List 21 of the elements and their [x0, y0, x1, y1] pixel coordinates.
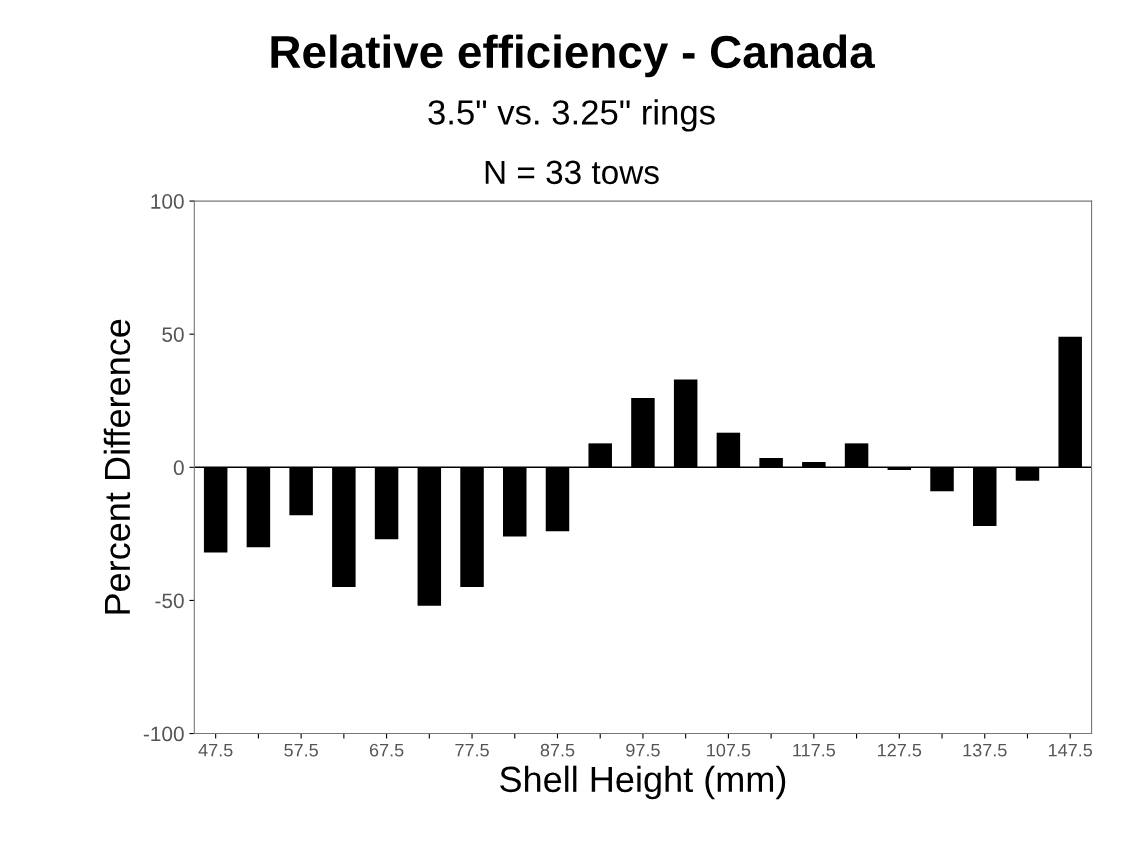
x-tick-label: 87.5: [540, 743, 575, 757]
x-tick-label: 67.5: [369, 743, 404, 757]
y-tick-label: 50: [162, 327, 184, 342]
x-tick-label: 107.5: [707, 743, 751, 757]
x-tick-label: 117.5: [793, 743, 836, 757]
y-tick-label: 100: [151, 194, 184, 209]
x-tick-label: 97.5: [626, 743, 660, 757]
y-tick-label: 0: [173, 460, 184, 476]
y-tick-label: -100: [143, 726, 184, 742]
x-tick-label: 77.5: [455, 743, 489, 757]
x-tick-label: 57.5: [284, 743, 318, 757]
chart-title: Relative efficiency - Canada: [271, 34, 875, 78]
x-axis-title: Shell Height (mm): [500, 765, 786, 800]
x-tick-label: 127.5: [878, 743, 922, 757]
x-tick-label: 47.5: [198, 743, 233, 757]
chart-subtitle: 3.5" vs. 3.25" rings: [428, 99, 715, 132]
y-tick-label: -50: [155, 593, 184, 609]
x-tick-label: 137.5: [963, 743, 1007, 757]
text: N = 33 tows: [485, 160, 659, 185]
x-tick-label: 147.5: [1048, 743, 1093, 757]
y-axis-title: Percent Difference: [103, 319, 131, 614]
